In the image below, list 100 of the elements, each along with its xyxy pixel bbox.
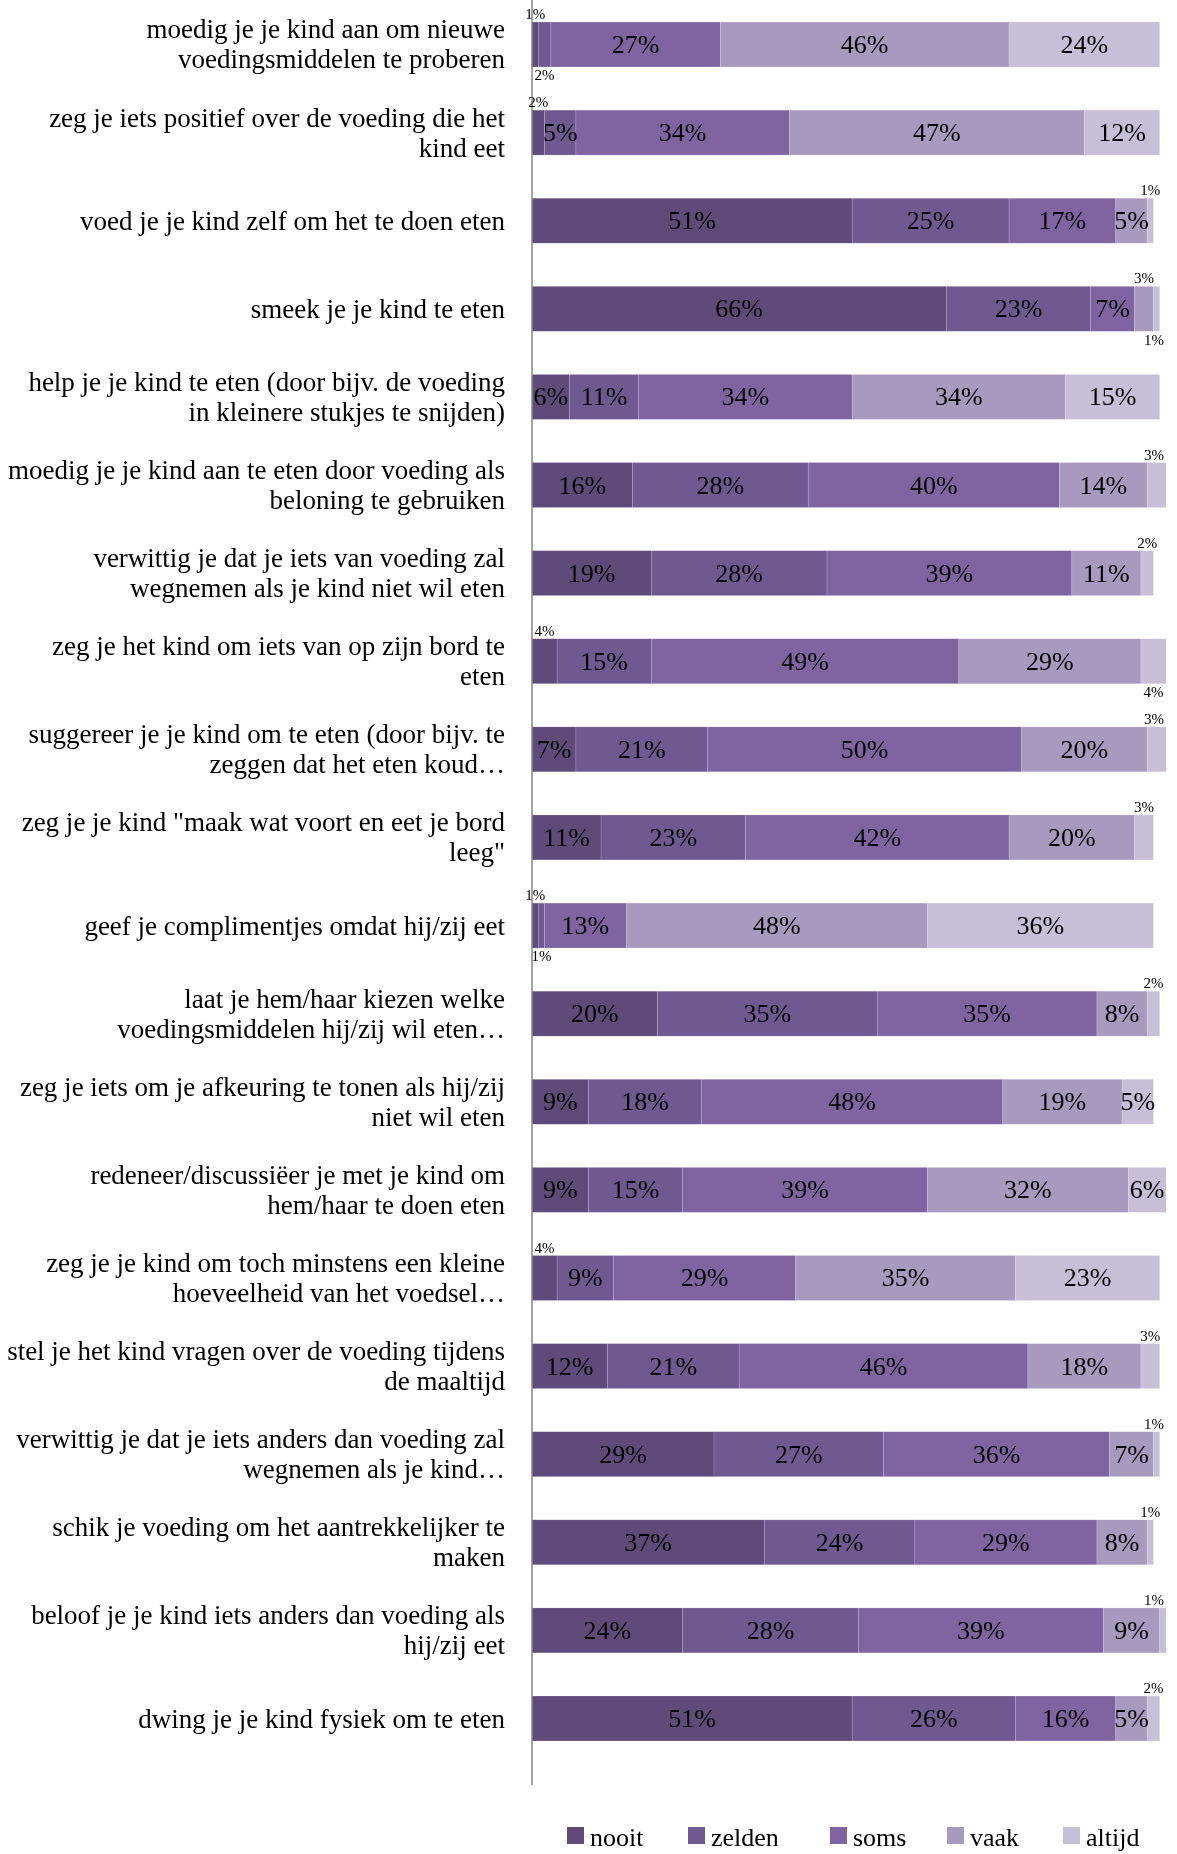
- data-label: 21%: [649, 1351, 698, 1381]
- data-label: 32%: [1004, 1175, 1052, 1205]
- data-label: 1%: [525, 887, 546, 904]
- data-label: 9%: [542, 1175, 578, 1205]
- data-label: 3%: [1144, 710, 1164, 727]
- data-label: 27%: [774, 1439, 823, 1469]
- data-label: 40%: [909, 470, 958, 500]
- data-label: 12%: [1098, 118, 1146, 148]
- data-label: 20%: [570, 999, 619, 1029]
- data-label: 1%: [531, 948, 552, 965]
- data-label: 48%: [828, 1087, 876, 1117]
- data-label: 5%: [1120, 1087, 1156, 1117]
- data-label: 39%: [956, 1615, 1005, 1645]
- data-label: 50%: [840, 734, 889, 764]
- data-label: 28%: [696, 470, 745, 500]
- data-label: 9%: [1114, 1615, 1149, 1645]
- data-label: 24%: [815, 1527, 864, 1557]
- y-tick-label: beloof je je kind iets anders dan voeding als hij/zij eet: [31, 1600, 506, 1661]
- data-label: 16%: [558, 470, 607, 500]
- data-label: 34%: [658, 118, 707, 148]
- data-label: 6%: [1129, 1175, 1165, 1205]
- data-label: 9%: [568, 1263, 603, 1293]
- data-label: 29%: [680, 1263, 729, 1293]
- data-label: 29%: [1026, 646, 1074, 676]
- y-tick-label: verwittig je dat je iets van voeding zal wegnemen als je kind niet wil eten: [93, 543, 506, 604]
- y-tick-label: moedig je je kind aan om nieuwe voedingsmiddelen te proberen: [146, 14, 506, 75]
- data-label: 36%: [972, 1439, 1021, 1469]
- data-label: 2%: [1143, 975, 1164, 992]
- data-label: 14%: [1079, 470, 1128, 500]
- data-label: 2%: [528, 94, 549, 111]
- data-label: 1%: [1144, 1591, 1164, 1608]
- data-label: 28%: [746, 1615, 795, 1645]
- data-label: 11%: [1083, 558, 1130, 588]
- data-label: 13%: [561, 911, 610, 941]
- data-label: 48%: [752, 911, 801, 941]
- data-label: 6%: [533, 382, 569, 412]
- y-tick-label: zeg je iets positief over de voeding die het kind eet: [49, 102, 506, 163]
- data-label: 34%: [721, 382, 770, 412]
- data-label: 7%: [1114, 1439, 1149, 1469]
- data-label: 49%: [781, 646, 829, 676]
- data-label: 5%: [542, 118, 578, 148]
- data-label: 8%: [1104, 999, 1140, 1029]
- data-label: 11%: [580, 382, 628, 412]
- y-tick-label: voed je je kind zelf om het te doen eten: [79, 205, 506, 236]
- data-label: 2%: [1137, 534, 1158, 551]
- data-label: 39%: [925, 558, 974, 588]
- data-label: 35%: [743, 999, 792, 1029]
- data-label: 27%: [611, 29, 660, 59]
- y-tick-label: help je je kind te eten (door bijv. de voeding in kleinere stukjes te snijden): [28, 366, 505, 427]
- data-label: 51%: [668, 1704, 716, 1734]
- data-label: 15%: [1088, 382, 1137, 412]
- legend-label: zelden: [711, 1822, 779, 1852]
- data-label: 29%: [982, 1527, 1030, 1557]
- data-label: 16%: [1041, 1704, 1090, 1734]
- data-label: 3%: [1134, 798, 1155, 815]
- data-label: 3%: [1140, 1327, 1161, 1344]
- legend-label: vaak: [970, 1822, 1020, 1852]
- data-label: 39%: [781, 1175, 829, 1205]
- data-label: 28%: [715, 558, 763, 588]
- data-label: 35%: [881, 1263, 930, 1293]
- y-tick-label: schik je voeding om het aantrekkelijker te maken: [52, 1512, 506, 1573]
- data-label: 3%: [1144, 446, 1164, 463]
- data-label: 46%: [840, 29, 889, 59]
- data-label: 12%: [545, 1351, 594, 1381]
- data-label: 3%: [1134, 270, 1155, 287]
- y-tick-label: zeg je iets om je afkeuring te tonen als hij/zij niet wil eten: [19, 1071, 506, 1132]
- data-label: 19%: [567, 558, 616, 588]
- data-label: 7%: [1095, 294, 1130, 324]
- data-label: 5%: [1114, 206, 1149, 236]
- data-label: 29%: [599, 1439, 647, 1469]
- data-label: 1%: [1144, 331, 1164, 348]
- y-tick-label: verwittig je dat je iets anders dan voeding zal wegnemen als je kind…: [16, 1424, 505, 1485]
- data-label: 24%: [583, 1615, 632, 1645]
- data-label: 23%: [1063, 1263, 1112, 1293]
- data-label: 21%: [618, 734, 666, 764]
- data-label: 2%: [534, 67, 555, 84]
- data-label: 4%: [534, 1239, 555, 1256]
- data-label: 9%: [542, 1087, 578, 1117]
- y-tick-label: smeek je je kind te eten: [250, 293, 506, 324]
- y-tick-label: stel je het kind vragen over de voeding tijdens de maaltijd: [7, 1336, 506, 1397]
- legend-label: nooit: [590, 1822, 645, 1852]
- data-label: 51%: [668, 206, 716, 236]
- data-label: 2%: [1143, 1680, 1164, 1697]
- data-label: 7%: [536, 734, 572, 764]
- data-label: 23%: [649, 822, 698, 852]
- data-label: 18%: [1060, 1351, 1109, 1381]
- data-label: 25%: [906, 206, 955, 236]
- data-label: 15%: [611, 1175, 660, 1205]
- data-label: 1%: [1140, 1503, 1161, 1520]
- y-tick-label: redeneer/discussiëer je met je kind om hem/haar te doen eten: [90, 1159, 506, 1220]
- y-tick-label: dwing je je kind fysiek om te eten: [138, 1703, 506, 1734]
- y-tick-label: zeg je je kind "maak wat voort en eet je bord leeg": [21, 807, 506, 868]
- data-label: 23%: [994, 294, 1043, 324]
- data-label: 4%: [1143, 684, 1164, 701]
- data-label: 1%: [525, 6, 546, 23]
- legend-label: altijd: [1086, 1822, 1140, 1852]
- y-tick-label: zeg je je kind om toch minstens een kleine hoeveelheid van het voedsel…: [46, 1247, 506, 1308]
- data-label: 4%: [534, 622, 555, 639]
- data-label: 5%: [1114, 1704, 1149, 1734]
- data-label: 1%: [1140, 182, 1161, 199]
